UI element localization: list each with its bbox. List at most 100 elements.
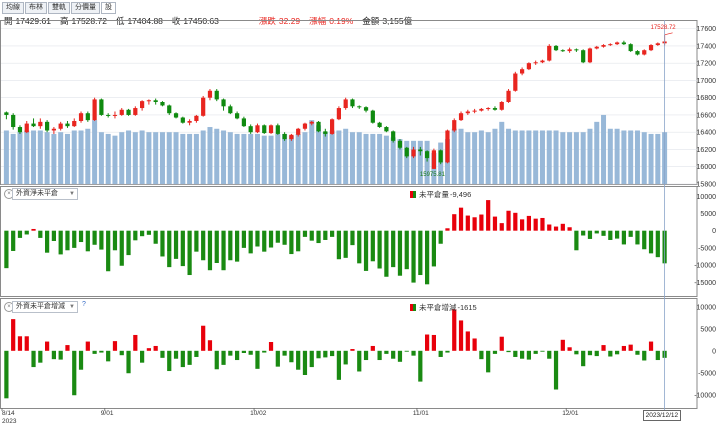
net-oi-tick-label: 10000 <box>697 194 717 201</box>
net-oi-bar <box>268 230 274 248</box>
volume-bar <box>200 130 206 184</box>
oi-change-bar <box>621 345 626 351</box>
panel3-indicator-select[interactable]: 外資未平倉增減 ▼ <box>12 301 78 313</box>
oi-change-bar <box>65 345 70 351</box>
oi-change-bar <box>296 350 301 370</box>
oi-change-bar <box>140 350 145 363</box>
price-tick-label: 17000 <box>697 78 717 85</box>
net-oi-bar <box>547 224 552 231</box>
cursor-date-label: 2023/12/12 <box>642 410 682 421</box>
panel2-indicator-select[interactable]: 外資淨未平倉 ▼ <box>12 188 78 200</box>
candle-body <box>323 131 328 134</box>
candle-body <box>520 69 525 74</box>
x-axis-date-label: 9/01 <box>100 410 114 417</box>
oi-change-bar <box>411 350 416 356</box>
candle-body <box>51 128 56 131</box>
help-icon[interactable]: ? <box>82 301 86 308</box>
net-oi-bar <box>601 230 606 236</box>
volume-bar <box>17 132 23 184</box>
oi-change-bar <box>465 331 470 351</box>
price-tick-label: 16200 <box>697 147 717 154</box>
candle-body <box>384 127 389 132</box>
candle-body <box>4 112 9 115</box>
tab-settings[interactable]: 設 <box>101 2 116 14</box>
oi-change-bar <box>187 350 192 365</box>
volume-bar <box>465 132 471 184</box>
net-oi-tick-label: 5000 <box>700 211 716 218</box>
net-oi-bar <box>85 230 90 252</box>
net-oi-bar <box>404 230 409 270</box>
candle-body <box>418 149 423 152</box>
candle-body <box>445 130 450 163</box>
oi-change-bar <box>207 340 213 351</box>
oi-change-bar <box>275 350 280 367</box>
net-oi-bar <box>533 218 538 231</box>
volume-bar <box>119 132 125 184</box>
oi-change-bar <box>282 350 287 356</box>
low-marker-label: 15975.81 <box>420 172 446 178</box>
net-oi-bar <box>99 230 104 250</box>
net-oi-bar <box>146 230 151 235</box>
volume-bar <box>343 128 349 184</box>
net-oi-bar <box>513 212 518 231</box>
panel3-legend-label: 未平倉增減 <box>419 303 457 312</box>
volume-bar <box>261 135 267 184</box>
volume-bar <box>512 130 518 184</box>
oi-change-bar <box>268 342 274 351</box>
candle-body <box>316 121 321 132</box>
oi-change-bar <box>479 350 484 360</box>
net-oi-bar <box>58 230 63 255</box>
volume-bar <box>275 133 281 184</box>
candle-body <box>187 120 192 123</box>
candle-body <box>194 115 199 121</box>
candle-body <box>513 73 518 91</box>
oi-change-bar <box>648 341 654 351</box>
net-oi-bar <box>112 230 118 251</box>
candle-body <box>560 50 565 52</box>
volume-bar <box>153 132 159 184</box>
candle-body <box>309 121 314 124</box>
net-oi-bar <box>343 230 348 258</box>
candle-body <box>594 46 599 49</box>
volume-bar <box>492 128 498 184</box>
oi-change-bar <box>119 350 124 356</box>
oi-change-bar <box>92 350 97 354</box>
volume-bar <box>64 133 70 184</box>
x-axis-date-label: 10/02 <box>250 410 267 417</box>
tab-ma[interactable]: 均線 <box>2 2 24 14</box>
volume-bar <box>98 132 104 184</box>
net-oi-bar <box>160 230 165 257</box>
tab-bollinger[interactable]: 布林 <box>25 2 47 14</box>
net-oi-bar <box>31 228 36 231</box>
net-oi-bar <box>363 230 369 271</box>
oi-change-bar <box>492 350 498 354</box>
oi-change-tick-label: -5000 <box>698 370 716 377</box>
net-oi-bar <box>323 230 328 240</box>
volume-bar <box>628 130 634 184</box>
volume-bar <box>478 130 484 184</box>
oi-change-bar <box>316 350 321 359</box>
net-oi-bar <box>452 214 457 231</box>
oi-change-bar <box>214 350 219 370</box>
oi-change-bar <box>635 350 640 355</box>
candle-body <box>472 110 477 112</box>
candle-body <box>601 45 606 47</box>
panel-frames <box>0 20 698 409</box>
candle-body <box>65 123 70 127</box>
net-oi-tick-label: -10000 <box>694 263 716 270</box>
oi-change-bar <box>201 325 206 351</box>
candle-body <box>24 123 29 133</box>
oi-change-bar <box>343 350 348 365</box>
tab-volume-profile[interactable]: 分價量 <box>71 2 100 14</box>
oi-change-bar <box>533 350 538 354</box>
tab-dual-track[interactable]: 雙軌 <box>48 2 70 14</box>
candle-body <box>608 44 613 46</box>
net-oi-bar <box>72 230 77 248</box>
volume-bar <box>221 130 227 184</box>
net-oi-bar <box>499 223 504 231</box>
legend-down-swatch <box>413 191 416 198</box>
oi-change-bar <box>506 350 511 353</box>
net-oi-bar <box>65 230 70 251</box>
candle-body <box>438 150 443 163</box>
volume-bar <box>166 132 172 184</box>
